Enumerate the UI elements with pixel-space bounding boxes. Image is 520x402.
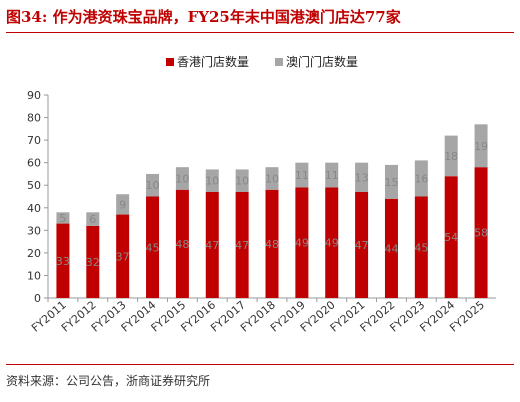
y-tick-label: 30 [27,224,41,237]
data-label-hongkong: 47 [355,239,369,252]
y-tick-label: 90 [27,89,41,102]
bar-hongkong [116,214,130,298]
bar-hongkong [414,196,428,298]
y-tick-label: 60 [27,157,41,170]
chart-axes: 0 10 20 30 40 50 60 70 80 90 [27,89,496,305]
bar-macau [295,162,309,188]
data-label-macau: 18 [444,150,458,163]
legend-swatch-1 [275,58,283,66]
bar-macau [146,173,160,197]
data-label-macau: 15 [384,176,398,189]
bar-hongkong [56,223,70,298]
chart-data-labels: 33 5 32 6 37 9 45 10 48 10 47 10 47 10 48 10 49 11 49 11 47 1… [56,140,488,269]
y-tick-label: 80 [27,112,41,125]
data-label-macau: 10 [235,175,249,188]
data-label-hongkong: 47 [205,239,219,252]
bar-macau [175,167,189,190]
legend-label-1: 澳门门店数量 [286,54,358,69]
title-divider [6,32,514,33]
data-label-macau: 6 [89,213,96,226]
data-label-macau: 16 [414,172,428,185]
data-label-hongkong: 49 [295,237,309,250]
bar-macau [235,169,249,192]
data-label-macau: 10 [265,172,279,185]
footer-divider [6,364,514,365]
bar-hongkong [235,191,249,298]
y-tick-label: 50 [27,179,41,192]
data-label-macau: 5 [59,212,66,225]
data-label-hongkong: 33 [56,255,70,268]
y-tick-label: 10 [27,269,41,282]
figure-title: 图34: 作为港资珠宝品牌，FY25年末中国港澳门店达77家 [6,8,401,26]
bar-hongkong [175,189,189,298]
bar-macau [265,167,279,190]
legend-swatch-0 [166,58,174,66]
data-label-macau: 11 [295,169,309,182]
bar-hongkong [355,191,369,298]
y-tick-label: 70 [27,134,41,147]
data-label-macau: 9 [119,198,126,211]
legend-label-0: 香港门店数量 [177,54,249,69]
data-label-macau: 13 [355,171,369,184]
data-label-hongkong: 48 [175,238,189,251]
bar-macau [355,162,369,192]
data-label-hongkong: 37 [116,250,130,263]
data-label-macau: 10 [146,179,160,192]
bar-macau [384,164,398,199]
bar-hongkong [86,225,100,298]
data-label-macau: 10 [175,172,189,185]
bar-macau [414,160,428,197]
data-label-hongkong: 48 [265,238,279,251]
bar-macau [86,212,100,226]
bar-hongkong [444,176,458,298]
data-label-hongkong: 32 [86,256,100,269]
data-label-hongkong: 49 [325,237,339,250]
bar-hongkong [205,191,219,298]
bar-macau [56,212,70,224]
bar-hongkong [474,167,488,298]
data-label-hongkong: 45 [414,241,428,254]
data-label-hongkong: 47 [235,239,249,252]
bar-hongkong [384,198,398,298]
bar-hongkong [295,187,309,298]
data-label-macau: 10 [205,175,219,188]
bar-macau [116,194,130,215]
data-label-macau: 11 [325,169,339,182]
bar-macau [444,135,458,177]
chart-bars [56,124,488,298]
y-tick-label: 20 [27,247,41,260]
bar-hongkong [146,196,160,298]
data-label-hongkong: 58 [474,227,488,240]
bar-macau [474,124,488,168]
data-label-hongkong: 44 [384,242,398,255]
data-label-macau: 19 [474,140,488,153]
bar-hongkong [265,189,279,298]
x-axis-ticks: FY2011FY2012FY2013FY2014FY2015FY2016FY20… [29,298,487,335]
data-label-hongkong: 45 [146,241,160,254]
y-tick-label: 40 [27,202,41,215]
data-label-hongkong: 54 [444,231,458,244]
bar-hongkong [325,187,339,298]
bar-macau [325,162,339,188]
y-tick-label: 0 [34,292,41,305]
chart-legend: 香港门店数量 澳门门店数量 [166,54,358,69]
bar-macau [205,169,219,192]
source-note: 资料来源：公司公告，浙商证券研究所 [6,374,211,388]
